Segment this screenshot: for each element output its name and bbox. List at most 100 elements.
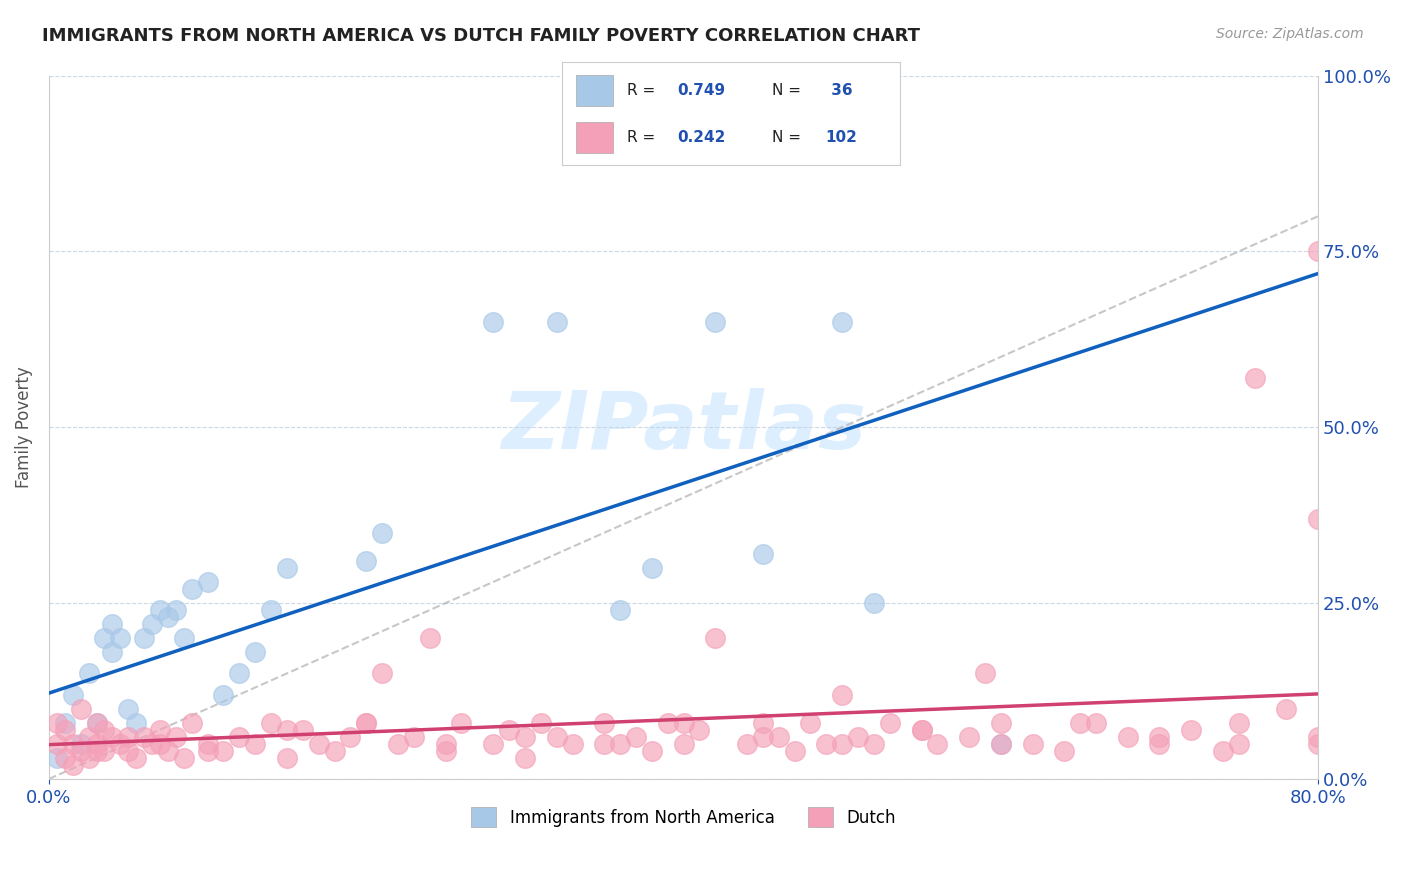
Point <box>323 744 346 758</box>
Text: 0.242: 0.242 <box>678 130 725 145</box>
Point <box>752 715 775 730</box>
Point <box>1308 511 1330 525</box>
Point <box>141 617 163 632</box>
Point <box>419 632 441 646</box>
Point <box>1116 730 1139 744</box>
Point <box>45 715 67 730</box>
Text: ZIPatlas: ZIPatlas <box>501 388 866 467</box>
Point <box>156 744 179 758</box>
Point <box>815 737 838 751</box>
Point <box>62 737 84 751</box>
Point <box>62 688 84 702</box>
Point <box>197 744 219 758</box>
Point <box>173 632 195 646</box>
Point <box>593 737 616 751</box>
Point <box>641 561 664 575</box>
Point <box>799 715 821 730</box>
Point <box>134 730 156 744</box>
Point <box>498 723 520 737</box>
Point <box>291 723 314 737</box>
Point <box>593 715 616 730</box>
Point <box>149 737 172 751</box>
Point <box>141 737 163 751</box>
Point <box>134 632 156 646</box>
Point <box>1053 744 1076 758</box>
Point <box>434 737 457 751</box>
Point <box>1243 371 1265 385</box>
Point <box>704 632 727 646</box>
Point <box>910 723 932 737</box>
Point <box>1227 715 1250 730</box>
Point <box>53 715 76 730</box>
Text: 102: 102 <box>825 130 858 145</box>
Point <box>927 737 949 751</box>
Point <box>86 744 108 758</box>
Point <box>165 730 187 744</box>
Point <box>846 730 869 744</box>
Point <box>101 730 124 744</box>
Point <box>1021 737 1043 751</box>
Point <box>308 737 330 751</box>
Point <box>831 315 853 329</box>
Point <box>339 730 361 744</box>
Point <box>125 715 148 730</box>
Point <box>45 737 67 751</box>
Point <box>101 617 124 632</box>
Point <box>1212 744 1234 758</box>
Point <box>117 701 139 715</box>
Point <box>117 744 139 758</box>
Point <box>609 603 631 617</box>
Point <box>276 723 298 737</box>
Point <box>276 561 298 575</box>
Point <box>1069 715 1091 730</box>
Point <box>990 715 1012 730</box>
Point <box>125 751 148 765</box>
Point <box>53 723 76 737</box>
Point <box>688 723 710 737</box>
Point <box>173 751 195 765</box>
Point <box>990 737 1012 751</box>
Point <box>641 744 664 758</box>
Point <box>1308 737 1330 751</box>
Point <box>77 751 100 765</box>
Point <box>101 645 124 659</box>
Point <box>1227 737 1250 751</box>
Point <box>86 715 108 730</box>
Point <box>1149 730 1171 744</box>
Point <box>45 751 67 765</box>
Point <box>546 730 568 744</box>
Text: IMMIGRANTS FROM NORTH AMERICA VS DUTCH FAMILY POVERTY CORRELATION CHART: IMMIGRANTS FROM NORTH AMERICA VS DUTCH F… <box>42 27 920 45</box>
Point <box>165 603 187 617</box>
Point <box>482 315 505 329</box>
Legend: Immigrants from North America, Dutch: Immigrants from North America, Dutch <box>465 800 903 834</box>
Point <box>77 730 100 744</box>
Point <box>197 737 219 751</box>
Point <box>879 715 901 730</box>
Point <box>1275 701 1298 715</box>
Point <box>990 737 1012 751</box>
Point <box>513 730 536 744</box>
Point <box>156 610 179 624</box>
Point <box>561 737 583 751</box>
Point <box>276 751 298 765</box>
Point <box>672 737 695 751</box>
FancyBboxPatch shape <box>576 75 613 105</box>
Point <box>245 737 267 751</box>
Point <box>117 730 139 744</box>
Point <box>93 723 115 737</box>
Point <box>69 737 91 751</box>
Text: N =: N = <box>772 83 806 97</box>
Text: R =: R = <box>627 83 659 97</box>
Point <box>657 715 679 730</box>
Point <box>752 730 775 744</box>
Text: 36: 36 <box>825 83 852 97</box>
Point <box>1149 737 1171 751</box>
Point <box>77 666 100 681</box>
Point <box>371 666 394 681</box>
Point <box>212 744 235 758</box>
Point <box>624 730 647 744</box>
Point <box>1308 244 1330 259</box>
FancyBboxPatch shape <box>576 122 613 153</box>
Point <box>609 737 631 751</box>
Point <box>1308 730 1330 744</box>
